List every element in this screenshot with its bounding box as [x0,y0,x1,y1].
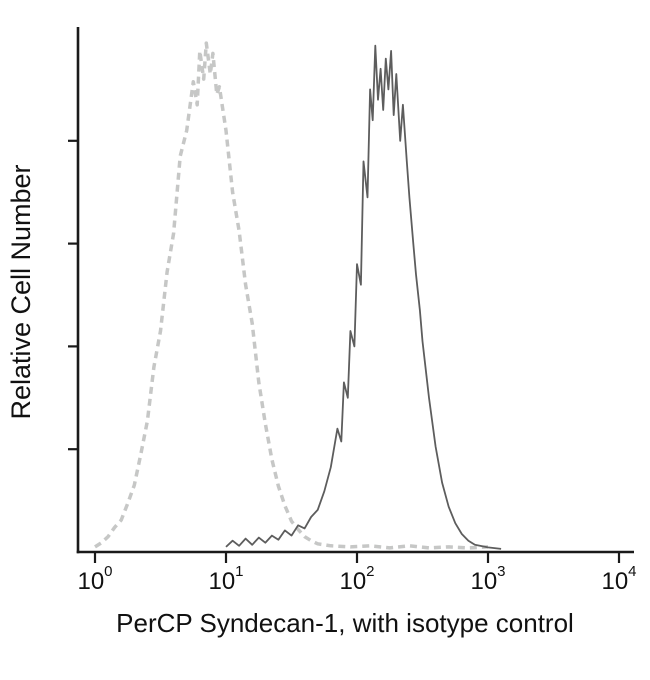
axes [76,27,634,554]
y-axis-ticks [68,139,78,451]
isotype-control-curve [94,41,489,550]
y-axis-label: Relative Cell Number [6,164,36,419]
x-tick-label: 101 [208,563,243,595]
x-tick-label: 104 [601,563,636,595]
x-tick-label: 103 [470,563,505,595]
x-axis-label: PerCP Syndecan-1, with isotype control [116,608,574,638]
x-tick-label: 102 [339,563,374,595]
syndecan-1-curve [225,44,502,550]
histogram-curves [94,41,502,550]
x-tick-label: 100 [77,563,112,595]
x-axis-ticks: 100 101 102 103 104 [77,552,637,595]
